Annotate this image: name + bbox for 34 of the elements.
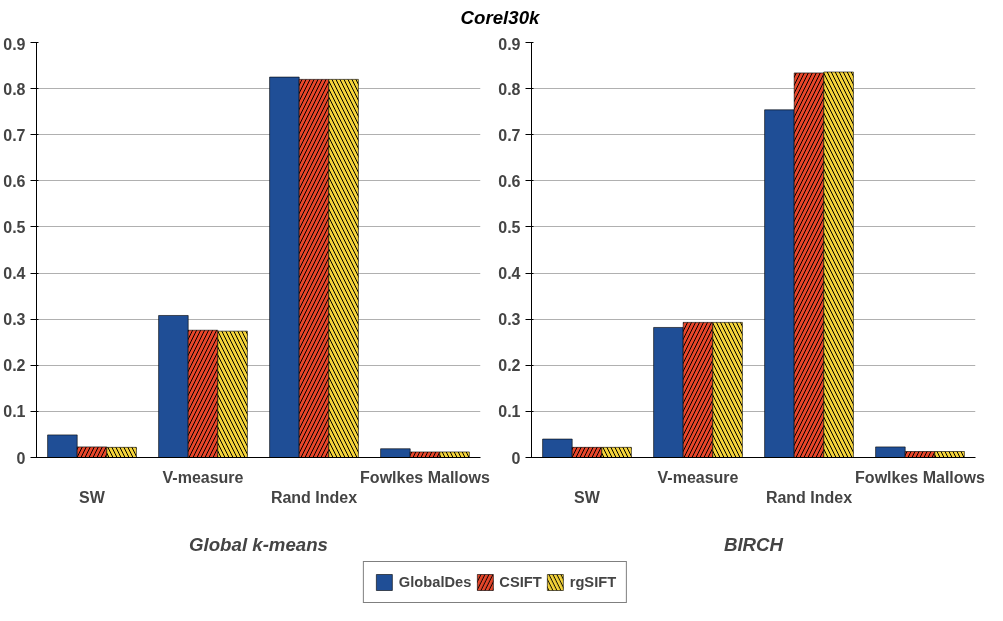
legend-label: GlobalDes xyxy=(398,573,472,590)
y-tick-label: 0.5 xyxy=(498,218,521,236)
x-tick-label: Rand Index xyxy=(270,488,358,506)
x-tick-label: V-measure xyxy=(162,468,244,486)
y-tick-label: 0 xyxy=(511,449,521,467)
x-tick-label: Rand Index xyxy=(765,488,853,506)
y-tick-label: 0 xyxy=(16,449,26,467)
y-tick-label: 0.9 xyxy=(3,35,26,53)
y-tick-label: 0.2 xyxy=(498,356,521,374)
y-tick-label: 0.8 xyxy=(3,80,26,98)
x-tick-label: SW xyxy=(79,488,106,506)
legend-label: CSIFT xyxy=(499,573,542,590)
y-tick-label: 0.3 xyxy=(498,310,521,328)
x-tick-label: Fowlkes Mallows xyxy=(855,468,986,486)
y-tick-label: 0.6 xyxy=(498,172,521,190)
y-tick-label: 0.4 xyxy=(3,264,26,282)
x-axis-title: BIRCH xyxy=(723,533,784,555)
y-tick-label: 0.8 xyxy=(498,80,521,98)
y-tick-label: 0.7 xyxy=(498,126,521,144)
y-tick-label: 0.2 xyxy=(3,356,26,374)
y-tick-label: 0.5 xyxy=(3,218,26,236)
y-tick-label: 0.6 xyxy=(3,172,26,190)
x-axis-title: Global k-means xyxy=(189,533,328,555)
y-tick-label: 0.3 xyxy=(3,310,26,328)
y-tick-label: 0.1 xyxy=(498,403,521,421)
y-tick-label: 0.7 xyxy=(3,126,26,144)
y-tick-label: 0.9 xyxy=(498,35,521,53)
legend-label: rgSIFT xyxy=(569,573,617,590)
y-tick-label: 0.4 xyxy=(498,264,521,282)
x-tick-label: V-measure xyxy=(657,468,739,486)
y-tick-label: 0.1 xyxy=(3,403,26,421)
x-tick-label: SW xyxy=(574,488,601,506)
chart-title: Corel30k xyxy=(459,6,541,30)
x-tick-label: Fowlkes Mallows xyxy=(360,468,491,486)
